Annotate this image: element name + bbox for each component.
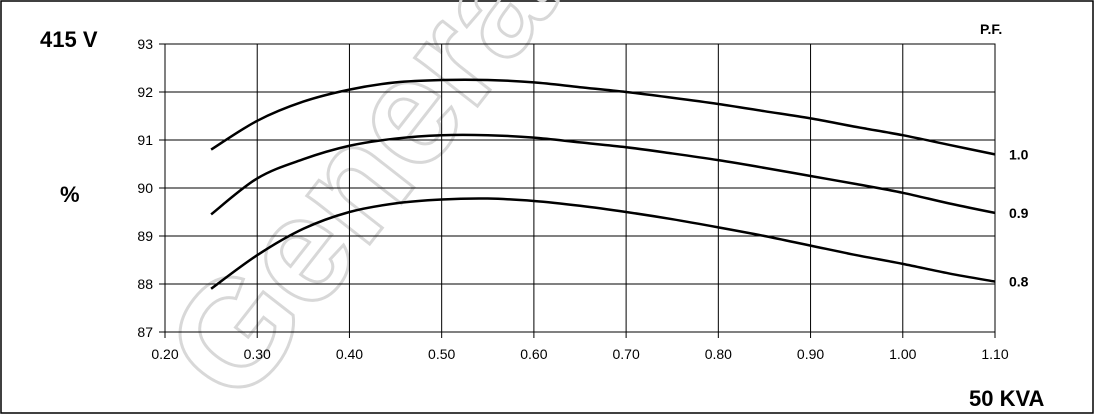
rating-label: 50 KVA xyxy=(969,386,1045,411)
x-axis-ticks: 0.20 0.30 0.40 0.50 0.60 0.70 0.80 0.90 1.00 1.10 xyxy=(151,332,1009,362)
grid xyxy=(164,43,996,333)
series-label-pf-1.0: 1.0 xyxy=(1009,146,1029,162)
x-tick-label: 0.50 xyxy=(428,346,455,362)
series-label-pf-0.9: 0.9 xyxy=(1009,205,1029,221)
x-tick-label: 1.10 xyxy=(981,346,1008,362)
y-tick-label: 89 xyxy=(137,228,153,244)
y-tick-label: 93 xyxy=(137,36,153,52)
x-tick-label: 0.40 xyxy=(336,346,363,362)
x-tick-label: 0.80 xyxy=(705,346,732,362)
series-labels: 1.0 0.9 0.8 xyxy=(1009,146,1029,289)
x-tick-label: 0.90 xyxy=(797,346,824,362)
x-tick-label: 0.70 xyxy=(612,346,639,362)
y-tick-label: 87 xyxy=(137,324,153,340)
y-axis-ticks: 87 88 89 90 91 92 93 xyxy=(137,36,165,340)
x-tick-label: 0.30 xyxy=(244,346,271,362)
y-tick-label: 90 xyxy=(137,180,153,196)
series-label-pf-0.8: 0.8 xyxy=(1009,274,1029,290)
y-tick-label: 91 xyxy=(137,132,153,148)
x-tick-label: 0.20 xyxy=(151,346,178,362)
y-tick-label: 92 xyxy=(137,84,153,100)
series-line-pf-0.8 xyxy=(210,197,996,290)
voltage-label: 415 V xyxy=(40,27,98,52)
series-line-pf-1.0 xyxy=(210,78,996,156)
series-line-pf-0.9 xyxy=(210,133,996,216)
series-lines xyxy=(210,78,996,290)
x-tick-label: 1.00 xyxy=(889,346,916,362)
y-tick-label: 88 xyxy=(137,276,153,292)
x-tick-label: 0.60 xyxy=(520,346,547,362)
legend-title: P.F. xyxy=(980,21,1002,37)
y-axis-label: % xyxy=(60,182,80,207)
